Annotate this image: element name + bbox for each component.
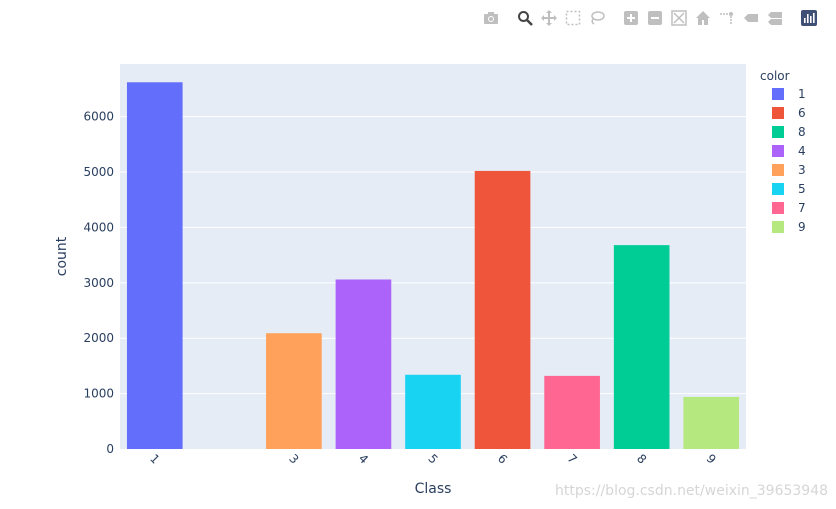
x-tick-label: 6 — [495, 451, 510, 466]
legend-swatch-6[interactable] — [772, 107, 784, 119]
legend-swatch-7[interactable] — [772, 202, 784, 214]
x-axis-ticks: 1 3 4 5 6 7 8 9 — [147, 451, 719, 466]
modebar — [480, 8, 822, 28]
zoom-in-icon[interactable] — [620, 8, 642, 28]
bar-class-5[interactable] — [405, 374, 461, 449]
lasso-icon[interactable] — [586, 8, 608, 28]
y-tick-label: 0 — [106, 442, 114, 456]
x-tick-label: 3 — [286, 451, 301, 466]
box-select-icon[interactable] — [562, 8, 584, 28]
legend-swatch-9[interactable] — [772, 221, 784, 233]
pan-icon[interactable] — [538, 8, 560, 28]
x-tick-label: 5 — [425, 451, 440, 466]
camera-icon[interactable] — [480, 8, 502, 28]
legend-swatch-8[interactable] — [772, 126, 784, 138]
legend-swatch-5[interactable] — [772, 183, 784, 195]
y-axis-title: count — [54, 236, 70, 276]
autoscale-icon[interactable] — [668, 8, 690, 28]
y-tick-label: 2000 — [83, 331, 114, 345]
x-axis-title: Class — [415, 481, 452, 497]
spike-lines-icon[interactable] — [716, 8, 738, 28]
hover-closest-icon[interactable] — [740, 8, 762, 28]
x-tick-label: 8 — [634, 451, 649, 466]
y-axis-ticks: 0 1000 2000 3000 4000 5000 6000 — [83, 110, 114, 456]
legend-label-6[interactable]: 6 — [798, 106, 806, 120]
bar-class-7[interactable] — [544, 375, 600, 449]
y-tick-label: 3000 — [83, 276, 114, 290]
legend-label-5[interactable]: 5 — [798, 182, 806, 196]
bar-class-9[interactable] — [683, 396, 740, 449]
bar-class-1[interactable] — [126, 82, 183, 449]
bar-class-4[interactable] — [335, 279, 392, 449]
legend-label-7[interactable]: 7 — [798, 201, 806, 215]
x-tick-label: 1 — [147, 451, 162, 466]
zoom-out-icon[interactable] — [644, 8, 666, 28]
reset-axes-icon[interactable] — [692, 8, 714, 28]
watermark: https://blog.csdn.net/weixin_39653948 — [555, 483, 829, 499]
y-tick-label: 1000 — [83, 387, 114, 401]
y-tick-label: 5000 — [83, 165, 114, 179]
zoom-icon[interactable] — [514, 8, 536, 28]
legend-label-4[interactable]: 4 — [798, 144, 806, 158]
y-tick-label: 6000 — [83, 110, 114, 124]
bar-class-6[interactable] — [474, 170, 531, 449]
plotly-logo-icon[interactable] — [798, 8, 820, 28]
legend-label-8[interactable]: 8 — [798, 125, 806, 139]
legend-swatch-4[interactable] — [772, 145, 784, 157]
legend-swatch-1[interactable] — [772, 88, 784, 100]
legend-label-1[interactable]: 1 — [798, 87, 806, 101]
legend: color 1 6 8 4 3 5 7 9 — [760, 69, 806, 234]
x-tick-label: 9 — [704, 451, 719, 466]
legend-label-9[interactable]: 9 — [798, 220, 806, 234]
legend-swatch-3[interactable] — [772, 164, 784, 176]
legend-title: color — [760, 69, 790, 83]
legend-label-3[interactable]: 3 — [798, 163, 806, 177]
bars — [126, 82, 740, 449]
bar-class-8[interactable] — [613, 245, 670, 449]
bar-class-3[interactable] — [266, 333, 322, 449]
x-tick-label: 4 — [356, 451, 371, 466]
y-tick-label: 4000 — [83, 220, 114, 234]
hover-compare-icon[interactable] — [764, 8, 786, 28]
x-tick-label: 7 — [564, 451, 579, 466]
